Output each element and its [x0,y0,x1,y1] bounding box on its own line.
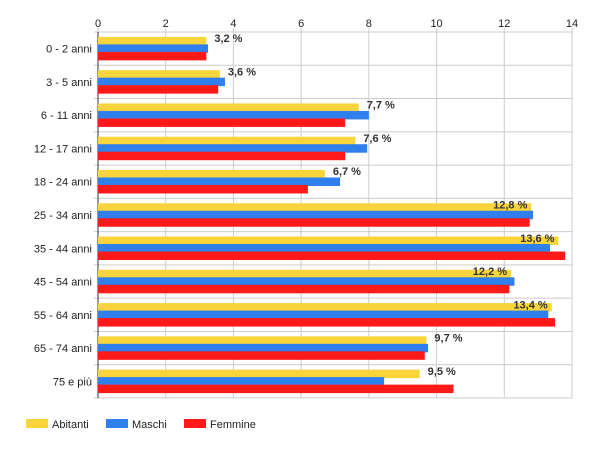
category-labels: 0 - 2 anni 3 - 5 anni 6 - 11 anni 12 - 17 a… [34,44,92,389]
x-tick-label: 10 [430,18,442,30]
bar-abitanti [98,103,359,112]
data-label: 7,7 % [367,100,395,112]
bar-maschi [98,177,341,186]
legend-label: Abitanti [52,419,89,431]
bar-abitanti [98,36,207,46]
category-label: 45 - 54 anni [34,277,92,289]
x-tick-label: 2 [163,18,169,30]
legend: Abitanti Maschi Femmine [26,419,256,431]
bar-abitanti [98,303,552,312]
legend-label: Maschi [132,419,167,431]
category-label: 75 e più [53,376,92,388]
bar-maschi [98,244,550,253]
data-label: 9,5 % [428,366,456,378]
category-label: 35 - 44 anni [34,243,92,255]
category-label: 55 - 64 anni [34,310,92,322]
bar-abitanti [98,336,427,345]
legend-swatch-maschi [106,419,128,428]
category-label: 12 - 17 anni [34,143,92,155]
bar-femmine [98,251,566,261]
bar-femmine [98,318,556,327]
legend-swatch-femmine [184,419,206,428]
data-label: 7,6 % [363,133,391,145]
bar-abitanti [98,70,220,79]
x-tick-label: 4 [230,18,236,30]
x-tick-label: 12 [498,18,510,30]
bars [98,36,566,394]
legend-swatch-abitanti [26,419,48,428]
category-label: 3 - 5 anni [46,77,92,89]
data-label: 12,2 % [473,266,507,278]
data-label: 3,2 % [214,33,242,45]
bar-femmine [98,184,308,194]
bar-maschi [98,44,209,53]
bar-maschi [98,77,225,87]
category-label: 25 - 34 anni [34,210,92,222]
bar-maschi [98,110,369,120]
bar-femmine [98,218,530,227]
x-tick-label: 14 [566,18,578,30]
grid-lines [94,28,573,399]
category-label: 6 - 11 anni [41,110,92,122]
bar-abitanti [98,269,512,279]
data-label: 12,8 % [493,200,527,212]
x-axis-ticks: 0 2 4 6 8 10 12 14 [95,18,578,30]
bar-maschi [98,343,429,353]
x-tick-label: 6 [298,18,304,30]
bar-femmine [98,51,207,61]
data-labels: 3,2 % 3,6 % 7,7 % 7,6 % 6,7 % 12,8 % 13,6 % 12,… [214,33,554,378]
bar-femmine [98,351,425,360]
bar-femmine [98,151,346,161]
bar-femmine [98,85,219,94]
bar-maschi [98,310,549,320]
bar-maschi [98,210,534,220]
data-label: 6,7 % [333,166,361,178]
bar-femmine [98,118,346,127]
category-label: 65 - 74 anni [34,343,92,355]
bar-maschi [98,144,368,153]
bar-abitanti [98,203,532,212]
bar-abitanti [98,236,559,246]
legend-label: Femmine [210,419,256,431]
bar-maschi [98,277,515,286]
bar-abitanti [98,369,420,379]
bar-femmine [98,384,454,394]
data-label: 9,7 % [434,333,462,345]
data-label: 13,6 % [520,233,554,245]
bar-abitanti [98,136,356,146]
x-tick-label: 8 [366,18,372,30]
category-label: 18 - 24 anni [34,177,92,189]
bar-maschi [98,377,385,386]
bar-femmine [98,284,510,294]
data-label: 13,4 % [513,299,547,311]
x-tick-label: 0 [95,18,101,30]
data-label: 3,6 % [228,66,256,78]
bar-abitanti [98,169,325,179]
category-label: 0 - 2 anni [46,44,92,56]
